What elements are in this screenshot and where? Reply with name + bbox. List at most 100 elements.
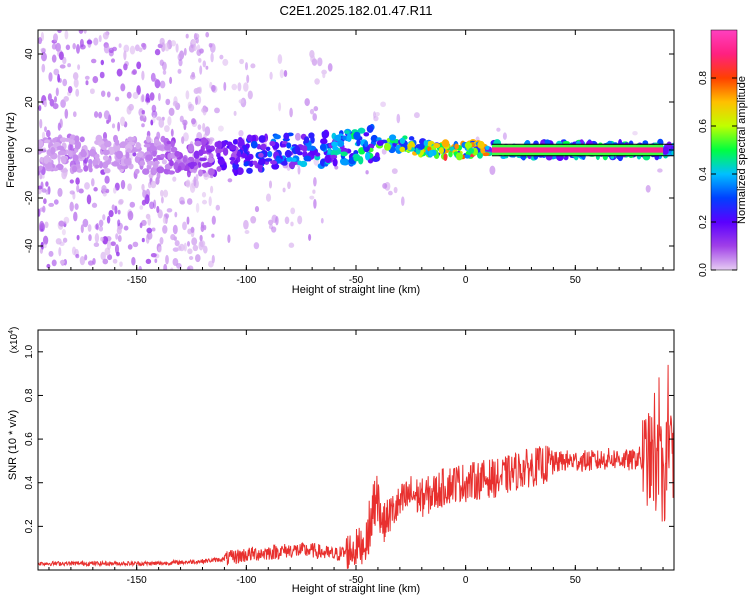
snr-xtick-label: 50: [570, 575, 582, 586]
spectrogram-cell: [294, 145, 301, 155]
spectrogram-cell: [309, 195, 315, 200]
spectrogram-cell: [283, 132, 290, 140]
spectrogram-cell: [120, 179, 126, 190]
spectrogram-cell: [100, 90, 106, 97]
spectrogram-cell: [39, 118, 43, 129]
spectrogram-cell: [211, 233, 215, 238]
spectrogram-cell: [95, 223, 99, 231]
spectrogram-cell: [158, 118, 165, 128]
spectrogram-cell: [83, 165, 89, 172]
spectrogram-cell: [53, 68, 60, 76]
spectrogram-cell: [268, 219, 274, 226]
spectrogram-cell: [53, 199, 59, 205]
spectrogram-cell: [77, 64, 81, 71]
spectrogram-cell: [61, 228, 66, 236]
spectrogram-cell: [145, 135, 151, 143]
spectrogram-cell: [562, 140, 570, 145]
spectrogram-cell: [64, 108, 69, 119]
spectrogram-cell: [76, 168, 83, 173]
spectrogram-cell: [154, 48, 161, 56]
spectrogram-cell: [170, 146, 178, 153]
spectrogram-cell: [190, 226, 195, 234]
spectrogram-cell: [141, 237, 145, 243]
spectrogram-cell: [79, 256, 86, 266]
spectrogram-cell: [232, 139, 238, 145]
spectrogram-cell: [389, 134, 397, 141]
spectrogram-cell: [314, 78, 320, 85]
spectrogram-cell: [242, 144, 247, 149]
spectrogram-xtick-label: 0: [463, 275, 469, 286]
spectrogram-cell: [271, 226, 277, 233]
spectrogram-cell: [39, 248, 43, 254]
spectrogram-cell: [113, 143, 121, 153]
spectrogram-cell: [186, 241, 191, 247]
spectrogram-cell: [151, 227, 156, 232]
spectrogram-cell: [330, 154, 338, 160]
spectrogram-cell: [57, 122, 61, 131]
spectrogram-cell: [365, 170, 369, 175]
spectrogram-xtick-label: 50: [570, 275, 582, 286]
spectrogram-cell: [197, 124, 202, 130]
spectrogram-cell: [214, 107, 220, 114]
snr-ytick-label: 0.8: [24, 388, 35, 402]
spectrogram-cell: [115, 150, 124, 160]
spectrogram-cell: [160, 196, 164, 204]
spectrogram-cell: [69, 139, 76, 145]
spectrogram-cell: [59, 259, 65, 265]
spectrogram-cell: [313, 198, 317, 209]
spectrogram-cell: [322, 72, 326, 79]
spectrogram-cell: [166, 140, 172, 145]
spectrogram-cell: [153, 139, 160, 144]
spectrogram-cell: [76, 184, 80, 193]
spectrogram-cell: [229, 144, 237, 151]
spectrogram-cell: [186, 216, 190, 225]
spectrogram-cell: [645, 184, 651, 193]
spectrogram-cell: [102, 155, 109, 161]
spectrogram-cell: [207, 156, 215, 164]
spectrogram-cell: [116, 226, 122, 235]
spectrogram-cell: [271, 163, 280, 170]
spectrogram-cell: [438, 147, 444, 155]
spectrogram-cell: [75, 253, 80, 259]
spectrogram-cell: [136, 85, 141, 96]
spectrogram-cell: [464, 154, 471, 159]
spectrogram-cell: [159, 80, 166, 89]
spectrogram-cell: [222, 147, 229, 156]
spectrogram-cell: [80, 224, 84, 234]
spectrogram-cell: [363, 132, 370, 137]
snr-scale-base: (x10: [9, 333, 20, 353]
spectrogram-cell: [181, 136, 185, 145]
spectrogram-cell: [170, 140, 175, 148]
spectrogram-cell: [188, 103, 195, 112]
spectrogram-cell: [313, 106, 319, 112]
spectrogram-cell: [357, 127, 366, 134]
spectrogram-cell: [188, 44, 195, 53]
spectrogram-cell: [303, 136, 310, 144]
spectrogram-cell: [92, 257, 96, 265]
spectrogram-cell: [84, 254, 88, 261]
spectrogram-cell: [73, 211, 78, 222]
spectrogram-cell: [42, 235, 49, 245]
spectrogram-cell: [183, 47, 187, 56]
spectrogram-cell: [219, 54, 224, 60]
spectrogram-cell: [102, 132, 108, 140]
spectrogram-cell: [72, 111, 77, 118]
spectrogram-cell: [98, 35, 102, 43]
snr-line: [38, 364, 674, 569]
spectrogram-cell: [156, 171, 161, 180]
spectrogram-cell: [182, 221, 187, 231]
spectrogram-cell: [57, 30, 62, 34]
spectrogram-cell: [317, 57, 323, 67]
spectrogram-cell: [206, 149, 213, 153]
spectrogram-cell: [141, 70, 145, 81]
spectrogram-cell: [418, 143, 425, 150]
spectrogram-cell: [72, 154, 79, 162]
spectrogram-cell: [55, 87, 59, 97]
spectrogram-cell: [205, 65, 209, 70]
spectrogram-cell: [301, 145, 308, 153]
spectrogram-cell: [150, 252, 157, 258]
spectrogram-cell: [321, 130, 329, 139]
spectrogram-cell: [136, 152, 144, 158]
spectrogram-cell: [139, 115, 144, 122]
spectrogram-cell: [342, 135, 347, 141]
